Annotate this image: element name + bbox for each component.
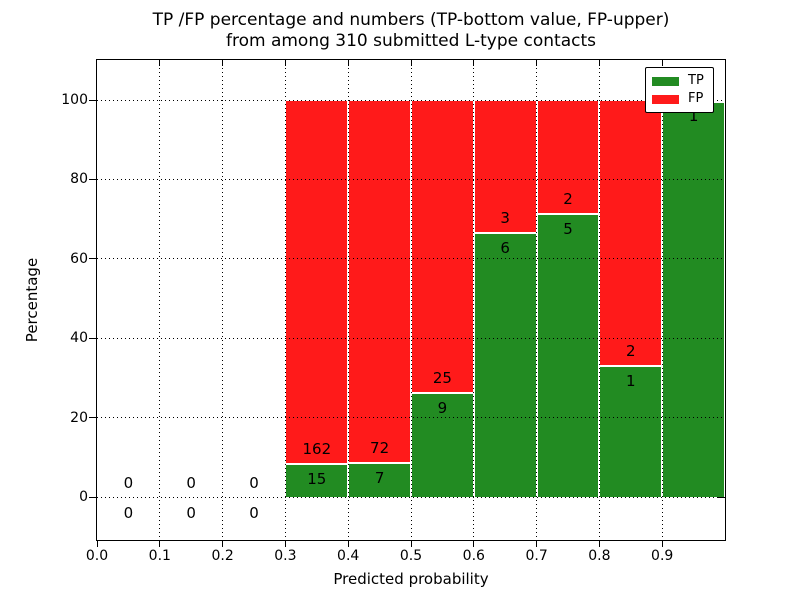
y-tick-label: 100 (61, 92, 88, 108)
fp-count-label: 2 (626, 341, 636, 360)
x-tick-label: 0.8 (588, 548, 611, 564)
y-tick-mark (89, 496, 96, 498)
stacked-bar (599, 100, 663, 497)
y-tick-label: 40 (70, 330, 88, 347)
chart-title-line-2: from among 310 submitted L-type contacts (225, 31, 596, 51)
x-tick-mark (96, 541, 98, 547)
legend-item-fp: FP (652, 92, 707, 106)
tp-bar-segment (412, 391, 473, 497)
x-tick-label: 0.2 (211, 548, 234, 564)
tp-count-label: 9 (437, 398, 448, 417)
y-tick-label: 20 (70, 409, 88, 426)
tp-bar-segment (286, 463, 348, 497)
tp-count-label: 1 (688, 107, 699, 125)
x-tick-label: 0.5 (399, 548, 423, 564)
x-tick-label: 0.9 (651, 548, 674, 564)
x-tick-mark-top (284, 60, 286, 66)
fp-swatch-icon (652, 94, 679, 104)
legend-label-fp: FP (688, 91, 704, 106)
x-tick-mark (159, 541, 161, 547)
tp-count-label: 0 (123, 504, 134, 522)
tp-count-label: 6 (500, 239, 510, 258)
fp-count-label: 162 (302, 440, 332, 459)
gridline-vertical (222, 60, 224, 540)
x-tick-mark-top (347, 60, 349, 66)
fp-count-label: 3 (500, 209, 510, 228)
y-tick-mark (89, 417, 96, 419)
x-tick-mark-top (598, 60, 600, 66)
y-tick-label: 80 (70, 171, 88, 188)
chart-title-line-1: TP /FP percentage and numbers (TP-bottom… (152, 10, 670, 30)
tp-count-label: 0 (186, 504, 196, 522)
x-tick-label: 0.3 (274, 548, 297, 564)
tp-bar-segment (537, 213, 599, 497)
y-tick-mark (89, 99, 96, 101)
x-tick-mark-top (159, 60, 161, 66)
tp-count-label: 7 (374, 468, 385, 487)
y-tick-mark (89, 178, 96, 180)
legend: TP FP (645, 67, 714, 113)
x-tick-mark (347, 541, 349, 547)
tp-swatch-icon (652, 76, 679, 86)
y-tick-mark (89, 258, 96, 260)
tp-count-label: 1 (626, 371, 636, 390)
x-tick-label: 0.0 (85, 548, 109, 564)
x-tick-mark (536, 541, 538, 547)
x-tick-label: 0.6 (462, 548, 485, 564)
x-tick-mark (598, 541, 600, 547)
tp-count-label: 5 (563, 220, 573, 239)
stacked-bar (662, 100, 725, 497)
fp-count-label: 0 (186, 474, 196, 492)
chart-title: TP /FP percentage and numbers (TP-bottom… (96, 10, 726, 52)
tp-bar-segment (600, 364, 662, 497)
stacked-bar (411, 100, 474, 497)
stacked-bar (536, 100, 600, 497)
y-axis-label: Percentage (23, 257, 41, 343)
y-tick-mark (89, 337, 96, 339)
x-tick-mark (473, 541, 475, 547)
tp-count-label: 0 (249, 504, 259, 522)
x-tick-label: 0.1 (148, 548, 171, 564)
tp-count-label: 15 (307, 470, 327, 489)
fp-count-label: 0 (249, 474, 259, 492)
x-tick-mark-top (536, 60, 538, 66)
legend-label-tp: TP (688, 73, 704, 88)
x-tick-mark (661, 541, 663, 547)
gridline-vertical (159, 60, 161, 540)
x-tick-mark-top (410, 60, 412, 66)
tp-bar-segment (474, 232, 536, 497)
fp-count-label: 72 (370, 438, 390, 457)
tp-bar-segment (349, 461, 410, 497)
x-tick-label: 0.4 (337, 548, 360, 564)
x-axis-label: Predicted probability (333, 570, 489, 588)
x-tick-label: 0.7 (525, 548, 548, 564)
stacked-bar (348, 100, 411, 497)
legend-item-tp: TP (652, 74, 707, 88)
y-tick-label: 0 (79, 489, 88, 505)
x-tick-mark (410, 541, 412, 547)
x-tick-mark-top (473, 60, 475, 66)
plot-area: 0 0 0 0 0 0 162 15 72 7 25 9 3 6 2 5 2 1 1 (96, 59, 726, 541)
x-tick-mark-top (661, 60, 663, 66)
x-tick-mark (222, 541, 224, 547)
x-tick-mark (284, 541, 286, 547)
fp-count-label: 0 (123, 474, 134, 492)
fp-count-label: 2 (563, 190, 573, 209)
x-tick-mark-top (222, 60, 224, 66)
fp-count-label: 25 (432, 368, 452, 387)
stacked-bar (473, 100, 537, 497)
y-tick-label: 60 (70, 250, 88, 267)
tp-bar-segment (663, 101, 724, 497)
stacked-bar (285, 100, 349, 497)
